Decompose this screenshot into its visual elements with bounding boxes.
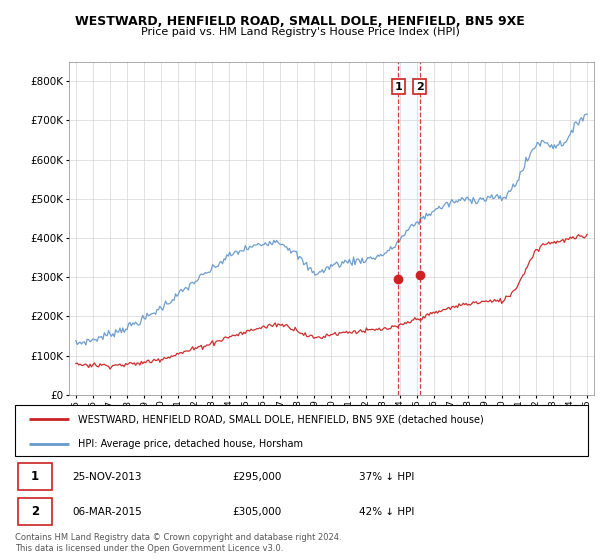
FancyBboxPatch shape <box>18 498 52 525</box>
Text: Contains HM Land Registry data © Crown copyright and database right 2024.
This d: Contains HM Land Registry data © Crown c… <box>15 533 341 553</box>
Text: 1: 1 <box>394 82 402 92</box>
Text: £295,000: £295,000 <box>233 472 282 482</box>
Text: WESTWARD, HENFIELD ROAD, SMALL DOLE, HENFIELD, BN5 9XE: WESTWARD, HENFIELD ROAD, SMALL DOLE, HEN… <box>75 15 525 27</box>
Text: 25-NOV-2013: 25-NOV-2013 <box>73 472 142 482</box>
Text: £305,000: £305,000 <box>233 507 282 517</box>
Text: Price paid vs. HM Land Registry's House Price Index (HPI): Price paid vs. HM Land Registry's House … <box>140 27 460 37</box>
Text: 2: 2 <box>31 505 39 518</box>
Text: WESTWARD, HENFIELD ROAD, SMALL DOLE, HENFIELD, BN5 9XE (detached house): WESTWARD, HENFIELD ROAD, SMALL DOLE, HEN… <box>78 414 484 424</box>
Text: 37% ↓ HPI: 37% ↓ HPI <box>359 472 414 482</box>
Text: HPI: Average price, detached house, Horsham: HPI: Average price, detached house, Hors… <box>78 438 303 449</box>
Text: 2: 2 <box>416 82 424 92</box>
Text: 06-MAR-2015: 06-MAR-2015 <box>73 507 142 517</box>
Text: 42% ↓ HPI: 42% ↓ HPI <box>359 507 414 517</box>
Bar <box>398 62 419 395</box>
FancyBboxPatch shape <box>18 464 52 490</box>
Text: 1: 1 <box>31 470 39 483</box>
